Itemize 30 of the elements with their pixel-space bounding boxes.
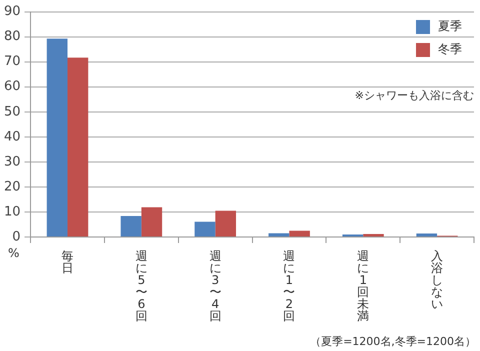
bar (289, 230, 310, 236)
y-tick-label: 70 (4, 54, 21, 70)
y-tick-label: 20 (4, 179, 21, 194)
y-tick-label: 90 (4, 4, 21, 20)
legend-label: 冬季 (438, 41, 462, 58)
y-tick-label: 40 (4, 129, 21, 144)
annotation: ※シャワーも入浴に含む (354, 88, 474, 103)
legend-label: 夏季 (438, 18, 462, 35)
x-tick-label: 週に5〜6回 (135, 249, 148, 324)
x-tick-label: 週に1回未満 (357, 249, 370, 324)
bar (46, 38, 68, 236)
y-tick-label: 10 (4, 204, 21, 220)
x-tick-label: 週に1〜2回 (283, 249, 296, 324)
x-tick-label: 入浴しない (431, 249, 444, 312)
bar (141, 207, 162, 236)
y-tick-label: 60 (4, 79, 21, 94)
bar (416, 233, 438, 236)
bar (194, 222, 216, 236)
x-tick-label: 週に3〜4回 (209, 249, 222, 324)
bar (67, 58, 88, 236)
bar (120, 216, 142, 236)
y-tick-label: 30 (4, 154, 21, 170)
bar (215, 210, 236, 236)
x-tick-label: 毎日 (61, 249, 74, 276)
y-axis-title: % (8, 246, 20, 260)
text: （夏季=1200名,冬季=1200名） (310, 334, 476, 349)
y-tick-label: 50 (4, 104, 21, 120)
y-tick-label: 0 (12, 229, 21, 244)
bar (268, 233, 290, 236)
y-tick-label: 80 (4, 29, 21, 44)
